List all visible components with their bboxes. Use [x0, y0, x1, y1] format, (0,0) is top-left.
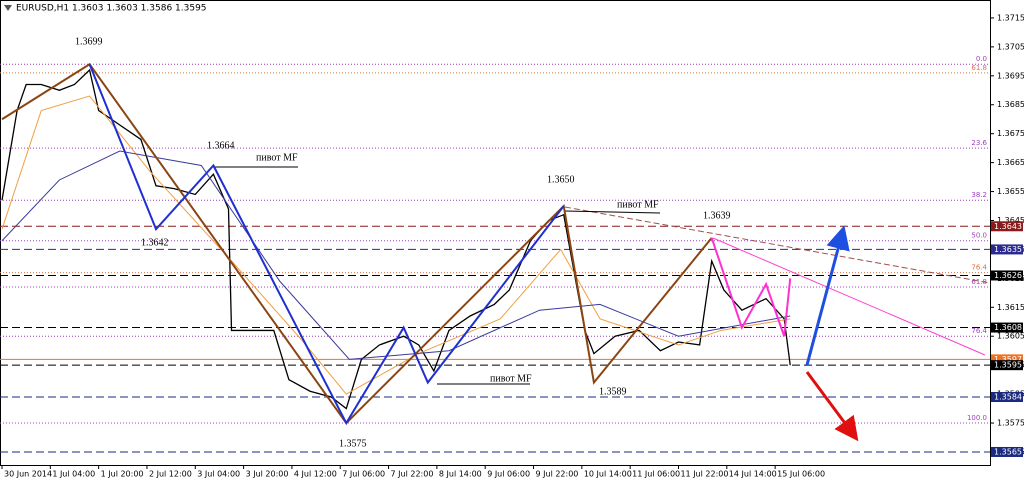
x-tick-label: 14 Jul 14:00 — [729, 470, 777, 479]
price-line — [1, 150, 791, 360]
x-tick-label: 10 Jul 14:00 — [584, 470, 632, 479]
y-tick-label: 1.3685 — [997, 100, 1024, 109]
x-tick-label: 9 Jul 22:00 — [536, 470, 579, 479]
y-tick-label: 1.3655 — [997, 187, 1024, 196]
fib-label: 61.8 — [971, 278, 987, 286]
annotation: 1.3650 — [547, 174, 575, 185]
annotation: 1.3575 — [339, 438, 367, 449]
fib-label: 76.4 — [971, 327, 987, 335]
x-tick-label: 1 Jul 20:00 — [101, 470, 144, 479]
price-line — [1, 95, 791, 395]
y-tick-label: 1.3705 — [997, 42, 1024, 51]
price-tag-label: 1.3626 — [994, 271, 1022, 280]
x-tick-label: 15 Jul 06:00 — [777, 470, 825, 479]
price-tag — [991, 221, 1023, 232]
fib-label: 76.4 — [971, 264, 987, 272]
x-tick-label: 11 Jul 06:00 — [632, 470, 680, 479]
up-arrow — [805, 225, 850, 366]
price-line — [710, 237, 792, 337]
x-tick-label: 11 Jul 22:00 — [680, 470, 728, 479]
fib-label: 38.2 — [971, 191, 987, 199]
annotation: пивот MF — [490, 373, 532, 384]
price-tag-label: 1.3635 — [994, 245, 1022, 254]
plot-frame — [0, 0, 991, 466]
fib-label: 23.6 — [971, 139, 987, 147]
y-tick-label: 1.3665 — [997, 158, 1024, 167]
x-tick-label: 7 Jul 06:00 — [342, 470, 385, 479]
price-tag-label: 1.3608 — [994, 323, 1022, 332]
fib-label: 61.8 — [971, 64, 987, 72]
price-tag-label: 1.3595 — [994, 361, 1022, 370]
price-tag-label: 1.3597 — [994, 355, 1022, 364]
annotation: пивот MF — [617, 199, 659, 210]
price-tag — [991, 244, 1023, 255]
price-line — [88, 63, 565, 426]
menu-icon[interactable] — [4, 5, 12, 11]
annotation: 1.3699 — [75, 36, 103, 47]
price-tag-label: 1.3565 — [994, 447, 1022, 456]
price-tag — [991, 354, 1023, 365]
price-tag — [991, 392, 1023, 403]
y-tick-label: 1.3605 — [997, 332, 1024, 341]
x-tick-label: 7 Jul 22:00 — [391, 470, 434, 479]
price-tag — [991, 270, 1023, 281]
price-line — [1, 68, 791, 410]
trend-line — [712, 237, 986, 356]
x-tick-label: 1 Jul 04:00 — [52, 470, 95, 479]
chart-title: EURUSD,H1 1.3603 1.3603 1.3586 1.3595 — [16, 4, 207, 14]
fib-label: 0.0 — [976, 55, 987, 63]
y-tick-label: 1.3675 — [997, 129, 1024, 138]
annotation: пивот MF — [256, 152, 298, 163]
x-tick-label: 4 Jul 12:00 — [294, 470, 337, 479]
y-tick-label: 1.3615 — [997, 303, 1024, 312]
x-tick-label: 3 Jul 04:00 — [197, 470, 240, 479]
y-tick-label: 1.3695 — [997, 71, 1024, 80]
annotation: 1.3589 — [599, 386, 627, 397]
x-tick-label: 8 Jul 14:00 — [439, 470, 482, 479]
annotation: 1.3642 — [141, 237, 169, 248]
price-tag-label: 1.3643 — [994, 222, 1022, 231]
fib-label: 100.0 — [967, 414, 987, 422]
x-tick-label: 9 Jul 06:00 — [487, 470, 530, 479]
fib-label: 50.0 — [971, 232, 987, 240]
price-tag — [991, 446, 1023, 457]
annotation: 1.3664 — [207, 140, 235, 151]
price-line — [1, 62, 713, 425]
y-tick-label: 1.3645 — [997, 216, 1024, 225]
x-tick-label: 30 Jun 2014 — [4, 470, 52, 479]
price-tag — [991, 322, 1023, 333]
price-tag-label: 1.3584 — [994, 393, 1022, 402]
annotation: 1.3639 — [703, 210, 731, 221]
price-tag — [991, 360, 1023, 371]
x-tick-label: 2 Jul 12:00 — [149, 470, 192, 479]
pivot-line — [564, 210, 661, 214]
down-arrow — [805, 371, 859, 442]
y-tick-label: 1.3575 — [997, 419, 1024, 428]
x-tick-label: 3 Jul 20:00 — [246, 470, 289, 479]
y-tick-label: 1.3715 — [997, 13, 1024, 22]
